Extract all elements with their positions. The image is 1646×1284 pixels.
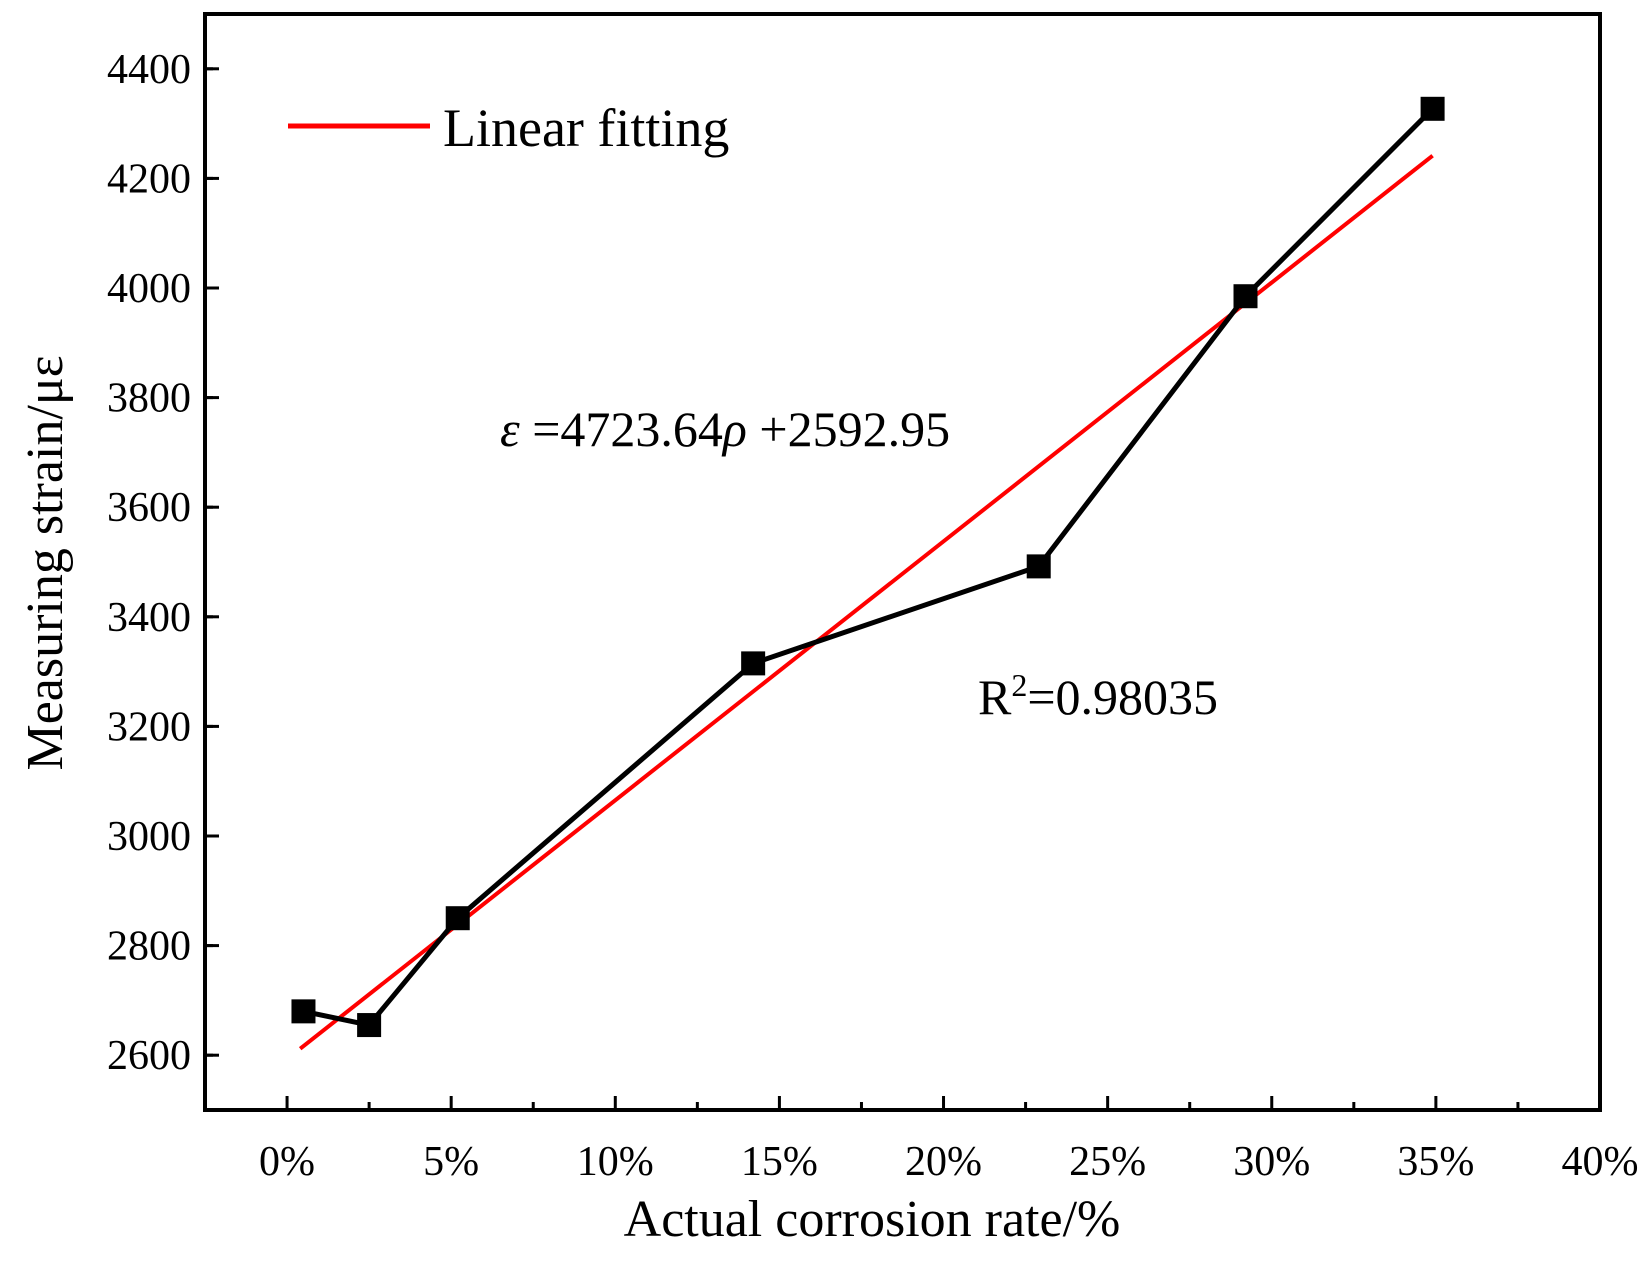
legend-label-linear-fitting: Linear fitting bbox=[443, 98, 729, 158]
x-axis-title: Actual corrosion rate/% bbox=[624, 1191, 1121, 1248]
equation-rho: ρ bbox=[721, 401, 747, 457]
x-tick-label: 0% bbox=[259, 1139, 315, 1185]
data-point-marker bbox=[741, 651, 766, 676]
y-tick-label: 3000 bbox=[107, 814, 191, 860]
y-tick-label: 3400 bbox=[107, 595, 191, 641]
y-tick-label: 3600 bbox=[107, 485, 191, 531]
x-tick-label: 10% bbox=[577, 1139, 654, 1185]
r-squared-superscript: 2 bbox=[1011, 667, 1027, 703]
linear-fit-line bbox=[298, 154, 1434, 1051]
fit-line-layer bbox=[298, 154, 1434, 1051]
y-tick-label: 4000 bbox=[107, 266, 191, 312]
x-tick-label: 40% bbox=[1562, 1139, 1639, 1185]
r-squared-value: =0.98035 bbox=[1027, 669, 1218, 725]
data-point-marker bbox=[445, 906, 470, 931]
r-squared: R2=0.98035 bbox=[978, 667, 1218, 725]
plot-frame bbox=[203, 12, 1602, 1112]
data-point-marker bbox=[291, 999, 316, 1024]
legend: Linear fitting bbox=[288, 98, 729, 158]
y-axis-title: Measuring strain/με bbox=[17, 355, 74, 770]
x-tick-label: 35% bbox=[1397, 1139, 1474, 1185]
y-tick-label: 4400 bbox=[107, 47, 191, 93]
data-point-marker bbox=[357, 1013, 382, 1038]
equation-slope: =4723.64 bbox=[520, 401, 723, 457]
x-tick-label: 20% bbox=[905, 1139, 982, 1185]
data-point-marker bbox=[1026, 554, 1051, 579]
x-tick-label: 5% bbox=[423, 1139, 479, 1185]
y-axis-ticks: 2600 2800 3000 3200 3400 3600 3800 4000 4200 4400 bbox=[107, 47, 219, 1079]
measured-series-line bbox=[302, 107, 1435, 1028]
x-tick-label: 15% bbox=[741, 1139, 818, 1185]
data-series-layer bbox=[291, 96, 1445, 1038]
x-axis-ticks: 0% 5% 10% 15% 20% 25% 30% 35% 40% bbox=[203, 1096, 1639, 1185]
y-tick-label: 3800 bbox=[107, 376, 191, 422]
y-tick-label: 2800 bbox=[107, 924, 191, 970]
y-tick-label: 3200 bbox=[107, 704, 191, 750]
equation-epsilon: ε bbox=[500, 401, 520, 457]
data-point-marker bbox=[1233, 284, 1258, 309]
fit-equation: ε =4723.64ρ +2592.95 bbox=[500, 401, 950, 457]
y-tick-label: 2600 bbox=[107, 1033, 191, 1079]
data-point-marker bbox=[1420, 96, 1445, 121]
r-squared-label: R bbox=[978, 669, 1012, 725]
equation-intercept: +2592.95 bbox=[747, 401, 950, 457]
y-tick-label: 4200 bbox=[107, 156, 191, 202]
x-tick-label: 30% bbox=[1233, 1139, 1310, 1185]
x-tick-label: 25% bbox=[1069, 1139, 1146, 1185]
